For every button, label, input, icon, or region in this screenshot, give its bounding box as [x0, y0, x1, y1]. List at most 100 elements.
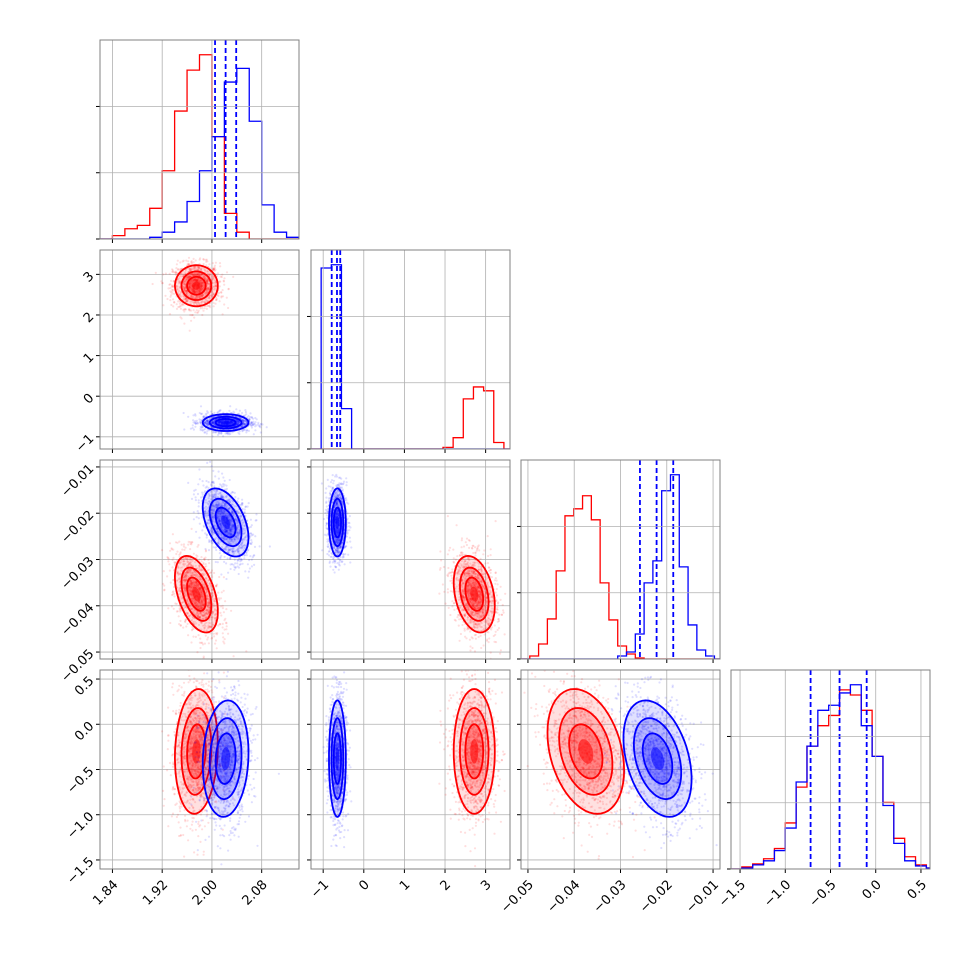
- sample-point: [211, 416, 214, 419]
- sample-point: [200, 601, 203, 604]
- sample-point: [196, 603, 199, 606]
- sample-point: [205, 422, 208, 425]
- sample-point: [190, 260, 193, 263]
- sample-point: [182, 578, 185, 581]
- sample-point: [201, 572, 204, 575]
- sample-point: [187, 561, 190, 564]
- sample-point: [179, 551, 182, 554]
- sample-point: [190, 319, 193, 322]
- sample-point: [214, 475, 217, 478]
- sample-point: [192, 309, 195, 312]
- sample-point: [198, 294, 201, 297]
- sample-point: [210, 275, 213, 278]
- sample-point: [213, 600, 216, 603]
- sample-point: [189, 267, 192, 271]
- sample-point: [199, 607, 202, 611]
- sample-point: [242, 419, 245, 422]
- sample-point: [243, 423, 247, 426]
- sample-point: [229, 432, 232, 435]
- sample-point: [183, 576, 186, 579]
- sample-point: [207, 598, 210, 601]
- sample-point: [217, 624, 220, 627]
- sample-point: [227, 288, 230, 291]
- sample-point: [198, 274, 201, 277]
- sample-point: [188, 281, 191, 284]
- sample-point: [199, 429, 202, 432]
- sample-point: [191, 289, 194, 292]
- sample-point: [179, 552, 182, 555]
- sample-point: [189, 542, 192, 545]
- sample-point: [250, 424, 253, 427]
- sample-point: [198, 602, 201, 605]
- sample-point: [215, 548, 218, 552]
- sample-point: [245, 554, 248, 557]
- sample-point: [213, 411, 216, 414]
- sample-point: [199, 288, 202, 291]
- sample-point: [206, 601, 209, 605]
- sample-point: [188, 591, 191, 595]
- sample-point: [183, 589, 186, 592]
- sample-point: [212, 632, 215, 635]
- sample-point: [191, 288, 194, 291]
- sample-point: [194, 581, 197, 584]
- sample-point: [208, 601, 211, 604]
- sample-point: [195, 278, 198, 281]
- sample-point: [259, 423, 262, 426]
- sample-point: [184, 286, 187, 289]
- sample-point: [238, 409, 241, 412]
- sample-point: [201, 287, 204, 290]
- sample-point: [222, 435, 225, 438]
- sample-point: [171, 533, 174, 536]
- sample-point: [200, 621, 203, 624]
- sample-point: [200, 267, 203, 270]
- sample-point: [185, 289, 188, 292]
- sample-point: [236, 565, 239, 568]
- sample-point: [195, 291, 198, 294]
- sample-point: [197, 512, 200, 515]
- sample-point: [203, 626, 206, 630]
- sample-point: [209, 272, 212, 275]
- sample-point: [178, 277, 181, 280]
- sample-point: [191, 262, 194, 265]
- sample-point: [199, 427, 202, 430]
- sample-point: [200, 628, 203, 631]
- sample-point: [268, 545, 271, 548]
- sample-point: [195, 278, 198, 281]
- sample-point: [222, 640, 225, 643]
- sample-point: [202, 283, 205, 286]
- sample-point: [253, 423, 256, 426]
- sample-point: [200, 285, 203, 288]
- sample-point: [202, 294, 205, 297]
- sample-point: [204, 547, 207, 551]
- sample-point: [184, 575, 187, 578]
- sample-point: [170, 605, 173, 608]
- sample-point: [182, 583, 185, 586]
- sample-point: [197, 265, 200, 269]
- sample-point: [194, 413, 197, 416]
- sample-point: [219, 423, 222, 426]
- sample-point: [194, 422, 197, 425]
- sample-point: [200, 590, 203, 593]
- sample-point: [200, 560, 203, 563]
- sample-point: [251, 556, 254, 559]
- sample-point: [219, 420, 222, 423]
- sample-point: [239, 563, 242, 566]
- sample-point: [220, 432, 223, 435]
- sample-point: [202, 572, 205, 575]
- sample-point: [191, 280, 194, 283]
- sample-point: [220, 573, 223, 576]
- sample-point: [218, 575, 221, 579]
- sample-point: [244, 422, 247, 426]
- sample-point: [220, 591, 223, 594]
- sample-point: [200, 556, 203, 559]
- sample-point: [217, 431, 220, 434]
- sample-point: [212, 422, 215, 425]
- sample-point: [213, 419, 216, 422]
- sample-point: [205, 305, 208, 308]
- sample-point: [238, 430, 241, 433]
- sample-point: [223, 628, 226, 631]
- sample-point: [203, 291, 206, 295]
- sample-point: [185, 290, 188, 293]
- sample-point: [200, 569, 203, 572]
- sample-point: [229, 405, 232, 408]
